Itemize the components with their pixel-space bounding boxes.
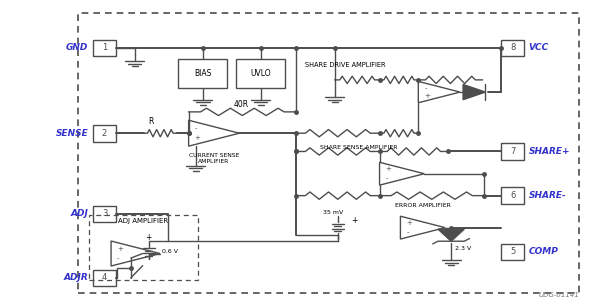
Bar [93, 270, 116, 286]
Bar [501, 39, 524, 56]
Text: +: + [407, 220, 412, 226]
Text: 3: 3 [102, 209, 107, 218]
Text: 35 mV: 35 mV [323, 210, 343, 215]
Text: ADJ AMPLIFIER: ADJ AMPLIFIER [118, 218, 169, 224]
Text: SENSE: SENSE [56, 129, 89, 138]
Text: SHARE-: SHARE- [529, 191, 566, 200]
Text: -: - [117, 256, 120, 262]
Text: -: - [407, 229, 409, 235]
Text: +: + [351, 216, 357, 225]
Text: BIAS: BIAS [194, 69, 212, 77]
Bar [89, 215, 197, 280]
Polygon shape [438, 229, 464, 241]
Text: R: R [148, 118, 154, 126]
Bar [501, 143, 524, 160]
Text: UDG-01141: UDG-01141 [539, 292, 579, 298]
Text: -: - [425, 85, 427, 91]
Text: ERROR AMPLIFIER: ERROR AMPLIFIER [395, 203, 451, 208]
Bar [93, 125, 116, 142]
Text: 4: 4 [102, 273, 107, 282]
Text: -: - [386, 175, 388, 181]
Polygon shape [463, 84, 486, 100]
Text: CURRENT SENSE
AMPLIFIER: CURRENT SENSE AMPLIFIER [189, 153, 239, 164]
Text: 8: 8 [510, 43, 515, 52]
Text: 40R: 40R [233, 100, 249, 109]
Bar [236, 58, 285, 88]
Text: UVLO: UVLO [251, 69, 271, 77]
Text: 2: 2 [102, 129, 107, 138]
Text: +: + [194, 135, 200, 141]
Bar [93, 39, 116, 56]
Text: 0.6 V: 0.6 V [162, 249, 178, 255]
Text: ADJ: ADJ [71, 209, 89, 218]
Bar [501, 187, 524, 204]
Text: ADJR: ADJR [63, 273, 89, 282]
Text: +: + [117, 245, 123, 252]
Text: VCC: VCC [529, 43, 549, 52]
Bar [501, 244, 524, 260]
Text: GND: GND [66, 43, 89, 52]
Text: +: + [386, 166, 391, 172]
Text: 2.3 V: 2.3 V [455, 246, 472, 251]
Text: COMP: COMP [529, 248, 559, 256]
Bar [78, 13, 579, 293]
Text: -: - [194, 125, 197, 131]
Text: SHARE SENSE AMPLIFIER: SHARE SENSE AMPLIFIER [320, 145, 398, 150]
Text: 6: 6 [510, 191, 515, 200]
Bar [93, 206, 116, 222]
Text: 7: 7 [510, 147, 515, 156]
Text: +: + [145, 233, 152, 242]
Text: SHARE DRIVE AMPLIFIER: SHARE DRIVE AMPLIFIER [305, 62, 386, 68]
Text: 5: 5 [510, 248, 515, 256]
Text: 1: 1 [102, 43, 107, 52]
Text: +: + [425, 93, 430, 99]
Bar [178, 58, 227, 88]
Text: SHARE+: SHARE+ [529, 147, 570, 156]
